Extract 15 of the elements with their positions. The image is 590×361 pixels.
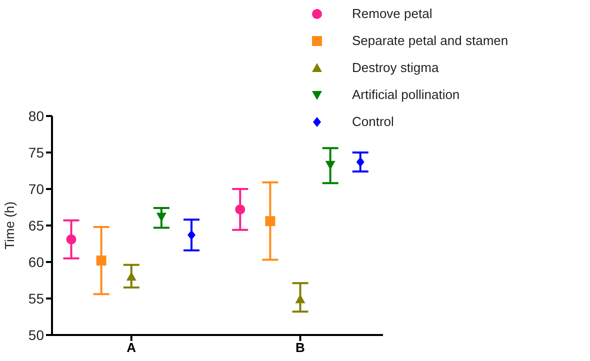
y-tick-label: 75 bbox=[28, 144, 44, 160]
y-tick-label: 55 bbox=[28, 290, 44, 306]
x-tick-label: A bbox=[126, 340, 137, 356]
y-tick-label: 80 bbox=[28, 108, 44, 124]
x-tick-label: B bbox=[296, 340, 305, 356]
y-tick-label: 60 bbox=[28, 254, 44, 270]
legend-label: Separate petal and stamen bbox=[352, 33, 508, 48]
y-tick-label: 65 bbox=[28, 217, 44, 234]
y-axis-title: Time (h) bbox=[2, 202, 17, 250]
legend-label: Control bbox=[352, 114, 394, 129]
y-tick-label: 70 bbox=[28, 180, 44, 197]
legend-label: Remove petal bbox=[352, 6, 432, 21]
legend-label: Destroy stigma bbox=[352, 60, 439, 75]
y-tick-label: 50 bbox=[28, 326, 44, 343]
legend-label: Artificial pollination bbox=[352, 87, 460, 102]
